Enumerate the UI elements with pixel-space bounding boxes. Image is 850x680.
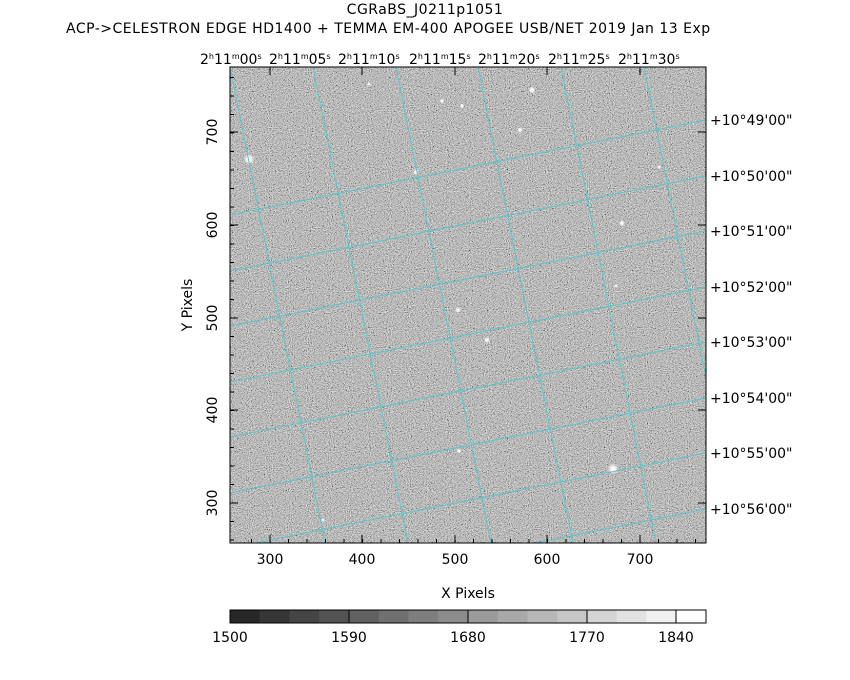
dec-grid-line [533, 508, 706, 543]
star [367, 82, 371, 86]
image-frame [229, 66, 707, 544]
colorbar-segment [587, 610, 618, 623]
ra-grid-line [230, 67, 326, 543]
ra-grid-line [560, 67, 657, 543]
colorbar-segment [557, 610, 588, 623]
colorbar-segment [438, 610, 469, 623]
dec-grid-line [230, 341, 706, 438]
dec-tick-label: +10°56'00" [710, 502, 792, 518]
sky-image [230, 67, 706, 543]
dec-grid-line [230, 175, 706, 272]
star [459, 103, 465, 109]
colorbar-tick-label: 1590 [331, 630, 367, 646]
x-tick-label: 500 [442, 552, 469, 568]
dec-grid-line [230, 286, 706, 383]
star [243, 153, 255, 165]
y-tick-label: 400 [205, 397, 221, 424]
y-axis: 300 400 500 600 700 [205, 77, 706, 541]
ra-tick-label: 2h11m15s [409, 52, 471, 68]
x-axis: 300 400 500 600 700 [251, 67, 696, 568]
dec-tick-label: +10°52'00" [710, 280, 792, 296]
colorbar-segment [408, 610, 439, 623]
colorbar-tick-label: 1680 [450, 630, 486, 646]
star [517, 127, 523, 133]
colorbar-segment [230, 610, 261, 623]
star [619, 220, 625, 226]
colorbar-tick-label: 1500 [212, 630, 248, 646]
ra-grid-line [727, 67, 822, 543]
x-tick-label: 700 [627, 552, 654, 568]
y-tick-label: 500 [205, 305, 221, 332]
x-axis-label: X Pixels [441, 586, 495, 602]
star [456, 448, 462, 454]
x-tick-label: 300 [257, 552, 284, 568]
star [439, 98, 445, 104]
star [528, 86, 536, 94]
colorbar-tick-label: 1770 [569, 630, 605, 646]
dec-tick-label: +10°51'00" [710, 224, 792, 240]
star [413, 169, 419, 175]
colorbar-segment [676, 610, 707, 623]
dec-tick-label: +10°55'00" [710, 446, 792, 462]
star-field [243, 82, 661, 522]
star [455, 307, 461, 313]
dec-grid-line [230, 119, 706, 216]
ra-tick-label: 2h11m30s [618, 52, 680, 68]
ra-tick-label: 2h11m20s [478, 52, 540, 68]
colorbar-segment [289, 610, 320, 623]
y-axis-label: Y Pixels [180, 279, 196, 333]
colorbar-segment [497, 610, 528, 623]
colorbar-segment [468, 610, 499, 623]
colorbar-segment [527, 610, 558, 623]
dec-tick-label: +10°53'00" [710, 335, 792, 351]
colorbar-segment [646, 610, 677, 623]
dec-tick-label: +10°49'00" [710, 113, 792, 129]
star [484, 337, 490, 343]
ra-grid-line [312, 67, 409, 543]
colorbar: 1500 1590 1680 1770 1840 [212, 609, 707, 646]
ra-tick-label: 2h11m25s [548, 52, 610, 68]
colorbar-segment [378, 610, 409, 623]
ra-axis: 2h11m00s 2h11m05s 2h11m10s 2h11m15s 2h11m20s… [200, 52, 680, 68]
star [614, 284, 618, 288]
dec-grid-line [252, 452, 706, 543]
ra-tick-label: 2h11m05s [269, 52, 331, 68]
y-tick-label: 300 [205, 490, 221, 517]
colorbar-segment [616, 610, 647, 623]
dec-grid-line [230, 230, 706, 327]
coordinate-grid [230, 67, 822, 543]
dec-tick-label: +10°50'00" [710, 169, 792, 185]
image-title: CGRaBS_J0211p1051 [346, 2, 504, 18]
colorbar-segment [259, 610, 290, 623]
ra-tick-label: 2h11m00s [200, 52, 262, 68]
dec-tick-label: +10°54'00" [710, 391, 792, 407]
dec-axis: +10°49'00" +10°50'00" +10°51'00" +10°52'00"… [710, 113, 792, 518]
ra-grid-line [395, 67, 492, 543]
ra-tick-label: 2h11m10s [338, 52, 400, 68]
star [657, 165, 661, 169]
dec-grid-line [230, 397, 706, 494]
instrument-subtitle: ACP->CELESTRON EDGE HD1400 + TEMMA EM-40… [66, 21, 711, 37]
star [321, 518, 325, 522]
colorbar-tick-label: 1840 [658, 630, 694, 646]
x-tick-label: 400 [349, 552, 376, 568]
y-tick-label: 700 [205, 119, 221, 146]
colorbar-segment [319, 610, 350, 623]
ra-grid-line [477, 67, 574, 543]
ra-grid-line [643, 67, 706, 381]
star [607, 463, 619, 475]
colorbar-segment [349, 610, 380, 623]
y-tick-label: 600 [205, 212, 221, 239]
x-tick-label: 600 [534, 552, 561, 568]
